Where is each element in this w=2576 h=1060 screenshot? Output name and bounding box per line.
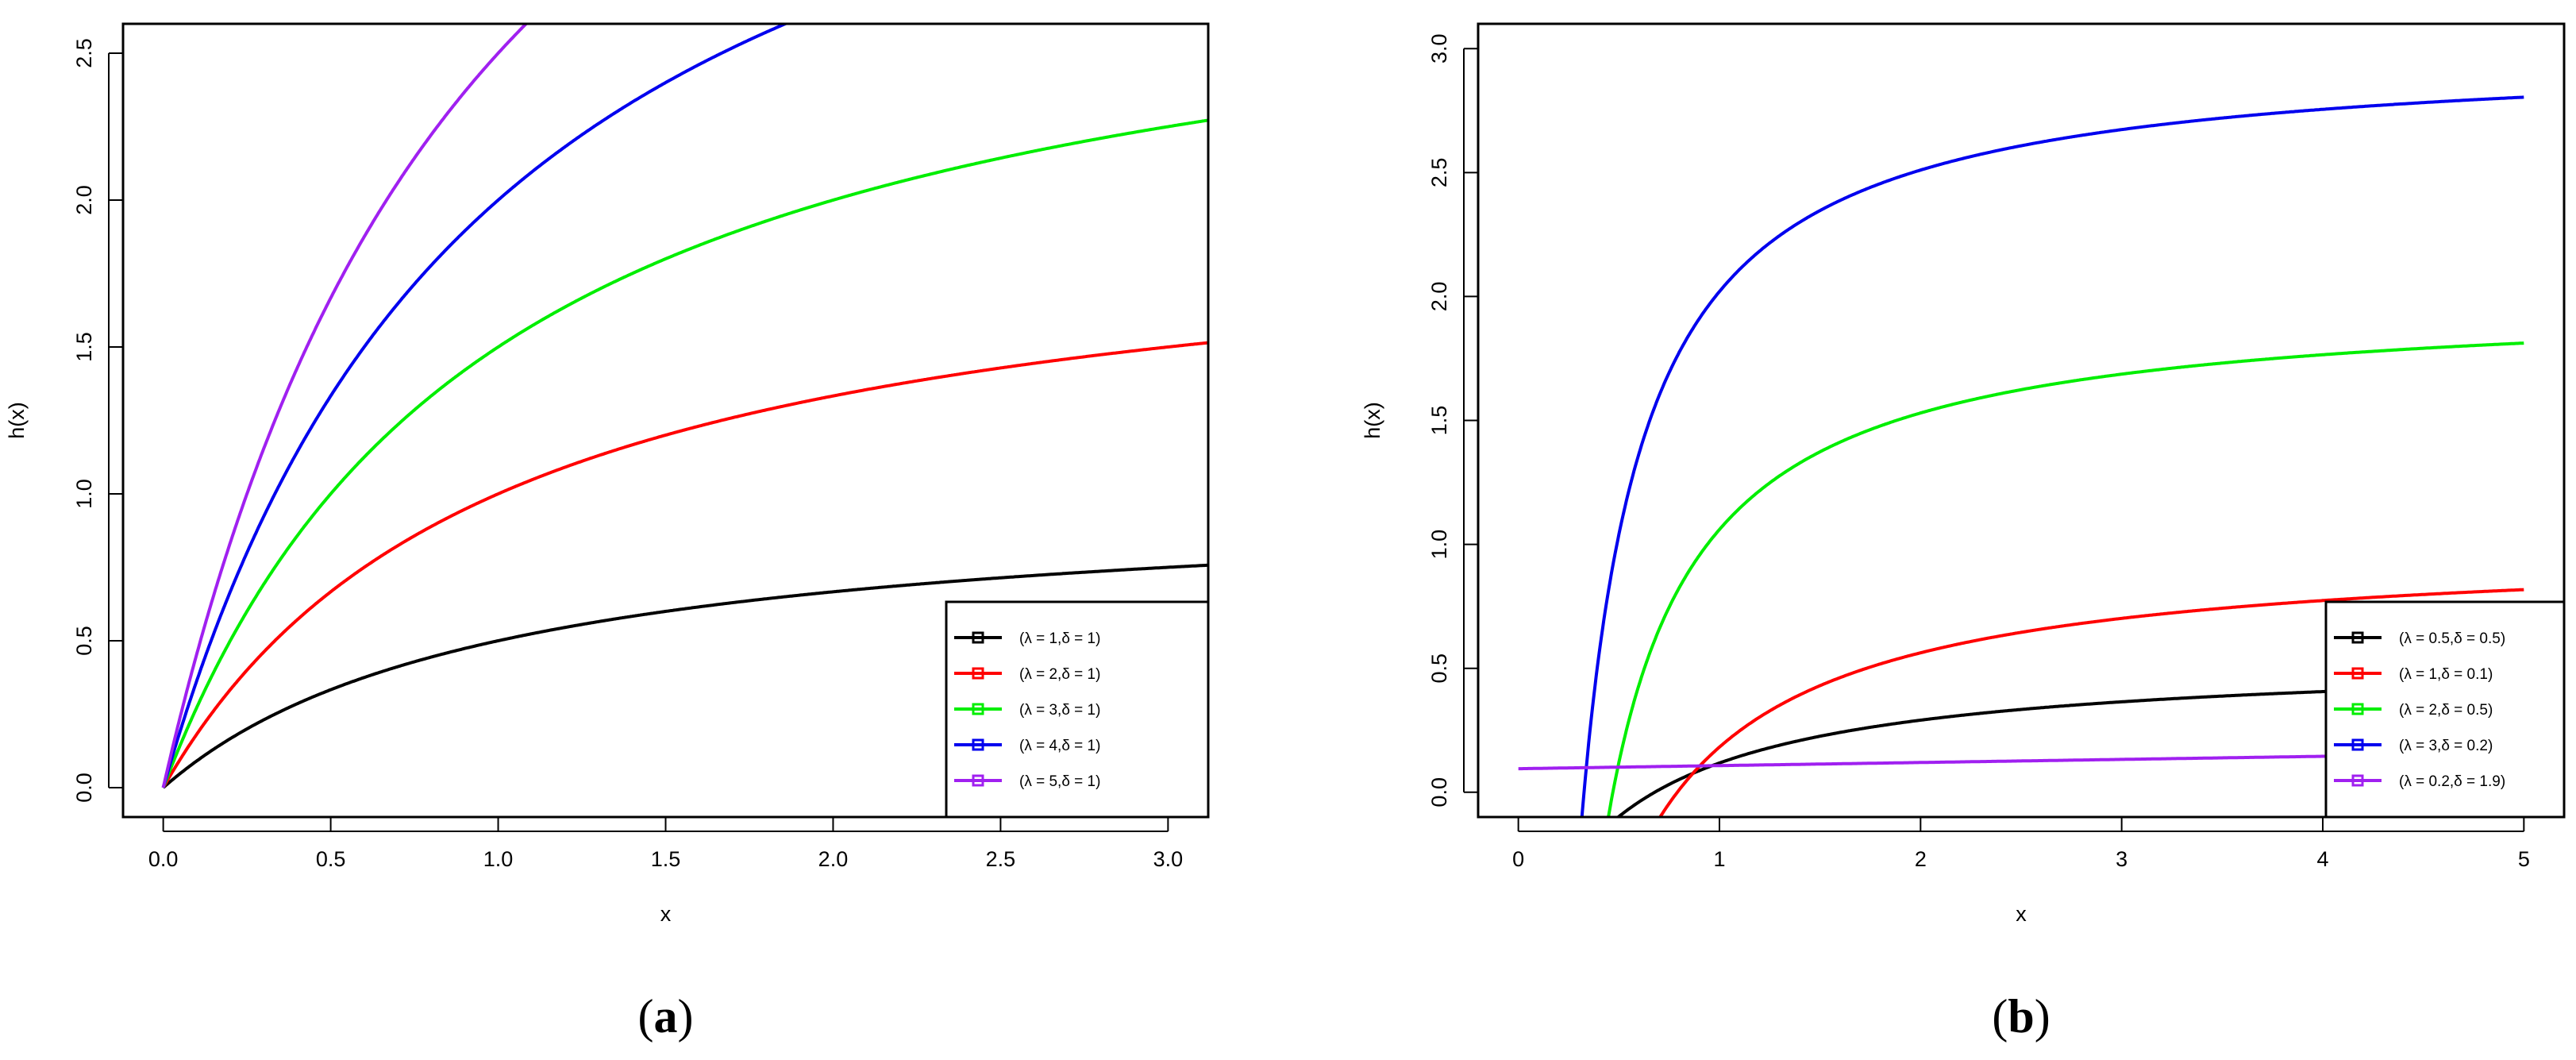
- y-tick-label: 2.0: [72, 185, 96, 215]
- y-tick-label: 0.5: [72, 626, 96, 656]
- series-line-5: [161, 24, 529, 788]
- x-tick-label: 1.5: [651, 847, 681, 871]
- legend: (λ = 0.5,δ = 0.5) (λ = 1,δ = 0.1) (λ = 2,δ…: [2324, 600, 2566, 819]
- x-axis-label: x: [660, 902, 672, 926]
- panel-a: 0.0 0.5 1.0 1.5 2.0 2.5 3.0 0.0 0.5 1.0 1.5 2.0 2.5 x…: [5, 22, 1210, 1043]
- legend-marker-5: [972, 774, 984, 787]
- legend-label-2: (λ = 2,δ = 1): [1019, 666, 1100, 683]
- y-tick-label: 1.0: [1427, 530, 1451, 560]
- legend-label-1: (λ = 1,δ = 1): [1019, 630, 1100, 647]
- x-tick-label: 3: [2116, 847, 2127, 871]
- panel-label: (a): [638, 990, 694, 1043]
- legend: (λ = 1,δ = 1) (λ = 2,δ = 1) (λ = 3,δ = 1) (…: [945, 600, 1210, 819]
- legend-marker-3: [2351, 703, 2364, 715]
- x-tick-label: 0.0: [148, 847, 179, 871]
- y-tick-label: 1.5: [1427, 406, 1451, 436]
- y-tick-label: 2.0: [1427, 282, 1451, 312]
- x-tick-label: 1.0: [483, 847, 514, 871]
- x-tick-label: 0.5: [316, 847, 346, 871]
- x-tick-label: 2.0: [818, 847, 849, 871]
- legend-label-5: (λ = 0.2,δ = 1.9): [2399, 773, 2505, 790]
- curves: [161, 24, 1208, 789]
- y-tick-label: 3.0: [1427, 33, 1451, 64]
- legend-marker-3: [972, 703, 984, 715]
- legend-label-4: (λ = 4,δ = 1): [1019, 738, 1100, 754]
- legend-label-2: (λ = 1,δ = 0.1): [2399, 666, 2493, 683]
- series-line-2: [161, 341, 1208, 789]
- y-tick-label: 2.5: [72, 38, 96, 68]
- legend-label-3: (λ = 3,δ = 1): [1019, 702, 1100, 719]
- x-tick-label: 5: [2518, 847, 2530, 871]
- x-tick-label: 2.5: [986, 847, 1016, 871]
- y-tick-label: 0.0: [1427, 777, 1451, 808]
- x-tick-label: 4: [2316, 847, 2328, 871]
- legend-marker-4: [972, 738, 984, 751]
- series-line-4: [1580, 95, 2524, 817]
- panel-label: (b): [1992, 990, 2050, 1043]
- x-axis-label: x: [2016, 902, 2027, 926]
- y-tick-label: 0.5: [1427, 653, 1451, 684]
- legend-label-3: (λ = 2,δ = 0.5): [2399, 702, 2493, 719]
- series-line-3: [1607, 341, 2524, 817]
- legend-label-5: (λ = 5,δ = 1): [1019, 773, 1100, 790]
- legend-marker-5: [2351, 774, 2364, 787]
- x-tick-label: 2: [1915, 847, 1927, 871]
- legend-marker-4: [2351, 738, 2364, 751]
- y-tick-label: 1.0: [72, 479, 96, 509]
- y-tick-label: 2.5: [1427, 158, 1451, 188]
- legend-label-4: (λ = 3,δ = 0.2): [2399, 738, 2493, 754]
- legend-label-1: (λ = 0.5,δ = 0.5): [2399, 630, 2505, 647]
- y-axis-label: h(x): [5, 402, 29, 439]
- x-tick-label: 0: [1512, 847, 1524, 871]
- legend-marker-2: [2351, 667, 2364, 680]
- legend-marker-2: [972, 667, 984, 680]
- y-axis-label: h(x): [1361, 402, 1384, 439]
- series-line-2: [1658, 588, 2524, 817]
- y-tick-label: 0.0: [72, 773, 96, 803]
- x-tick-label: 1: [1713, 847, 1725, 871]
- legend-marker-1: [972, 631, 984, 644]
- panel-b: 0 1 2 3 4 5 0.0 0.5 1.0 1.5 2.0 2.5 3.0 x h(x) (λ = 0.5…: [1361, 22, 2566, 1043]
- series-line-3: [161, 118, 1208, 788]
- y-tick-label: 1.5: [72, 332, 96, 362]
- series-line-4: [161, 24, 790, 788]
- series-line-1: [162, 563, 1208, 789]
- legend-marker-1: [2351, 631, 2364, 644]
- x-tick-label: 3.0: [1153, 847, 1184, 871]
